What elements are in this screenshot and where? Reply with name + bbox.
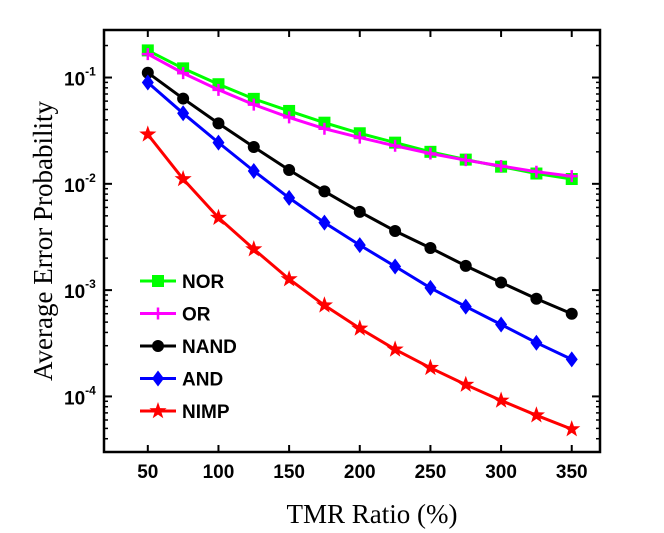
series-or [141,48,578,183]
legend-label: AND [182,370,223,391]
marker-square [318,116,331,129]
marker-star [421,358,439,376]
series-group [139,44,581,437]
marker-diamond [565,351,578,368]
marker-circle [318,185,331,198]
y-tick-label: 10-3 [64,277,96,303]
marker-plus [212,83,225,96]
marker-plus [495,160,508,173]
marker-circle [424,242,437,255]
marker-diamond [495,316,508,333]
marker-circle [530,292,543,305]
marker-circle [247,141,260,154]
marker-square [152,275,164,287]
x-tick-label: 250 [415,462,447,483]
marker-diamond [424,279,437,296]
marker-star [139,125,157,142]
marker-star [315,296,333,313]
marker-circle [565,307,578,320]
series-nimp [139,125,581,437]
marker-star [245,240,263,257]
marker-circle [495,276,508,289]
y-tick-label: 10-4 [64,383,96,409]
marker-star [149,402,167,419]
marker-plus [459,154,472,167]
marker-diamond [141,74,154,91]
marker-circle [283,163,296,176]
x-tick-label: 100 [203,462,235,483]
marker-star [209,208,227,225]
marker-plus [318,122,331,135]
x-tick-label: 50 [137,462,158,483]
legend-entry-or: OR [140,305,211,326]
series-line [146,81,573,361]
marker-plus [283,111,296,124]
legend-label: NOR [182,272,225,293]
marker-plus [565,170,578,183]
series-line [147,49,572,181]
marker-plus [389,139,402,152]
legend-entry-and: AND [140,370,223,391]
marker-plus [353,131,366,144]
marker-diamond [389,258,402,275]
marker-diamond [530,334,543,351]
marker-diamond [318,214,331,231]
marker-circle [389,224,402,237]
marker-circle [152,340,164,352]
marker-star [280,270,298,287]
marker-plus [177,67,190,80]
marker-star [457,375,475,392]
marker-circle [141,66,154,79]
marker-diamond [247,163,260,180]
marker-star [492,391,510,408]
marker-plus [424,147,437,160]
legend-label: NAND [182,337,237,358]
x-axis-label: TMR Ratio (%) [287,499,458,529]
legend-label: OR [182,305,211,326]
marker-star [563,420,581,437]
marker-diamond [283,189,296,206]
x-tick-label: 150 [273,462,305,483]
marker-star [386,340,404,357]
marker-plus [141,48,154,61]
plot-frame [102,28,602,454]
x-tick-label: 200 [344,462,376,483]
y-tick-label: 10-2 [64,171,96,197]
legend-label: NIMP [182,402,230,423]
marker-circle [212,117,225,130]
marker-circle [353,205,366,218]
marker-diamond [177,105,190,122]
legend-entry-nand: NAND [140,337,237,358]
y-axis-label: Average Error Probability [28,101,58,381]
marker-plus [152,307,164,320]
x-tick-label: 300 [485,462,517,483]
marker-plus [530,165,543,178]
y-tick-label: 10-1 [64,65,96,91]
marker-diamond [459,298,472,315]
legend-entry-nimp: NIMP [140,402,230,423]
marker-circle [459,259,472,272]
marker-star [351,319,369,336]
axis-ticks: 50 100 150 200 250 300 350 10-1 10-2 10-3 10-4 [64,30,600,483]
legend: NOR OR NAND AND NIMP [140,272,237,423]
marker-diamond [152,370,164,387]
series-nand [141,66,578,320]
marker-star [174,170,192,187]
marker-plus [247,98,260,111]
x-tick-label: 350 [556,462,588,483]
marker-circle [177,92,190,105]
series-line [147,52,572,178]
marker-star [527,406,545,423]
marker-square [283,104,296,117]
legend-entry-nor: NOR [140,272,225,293]
marker-diamond [353,237,366,254]
marker-diamond [212,134,225,151]
series-and [141,74,578,368]
